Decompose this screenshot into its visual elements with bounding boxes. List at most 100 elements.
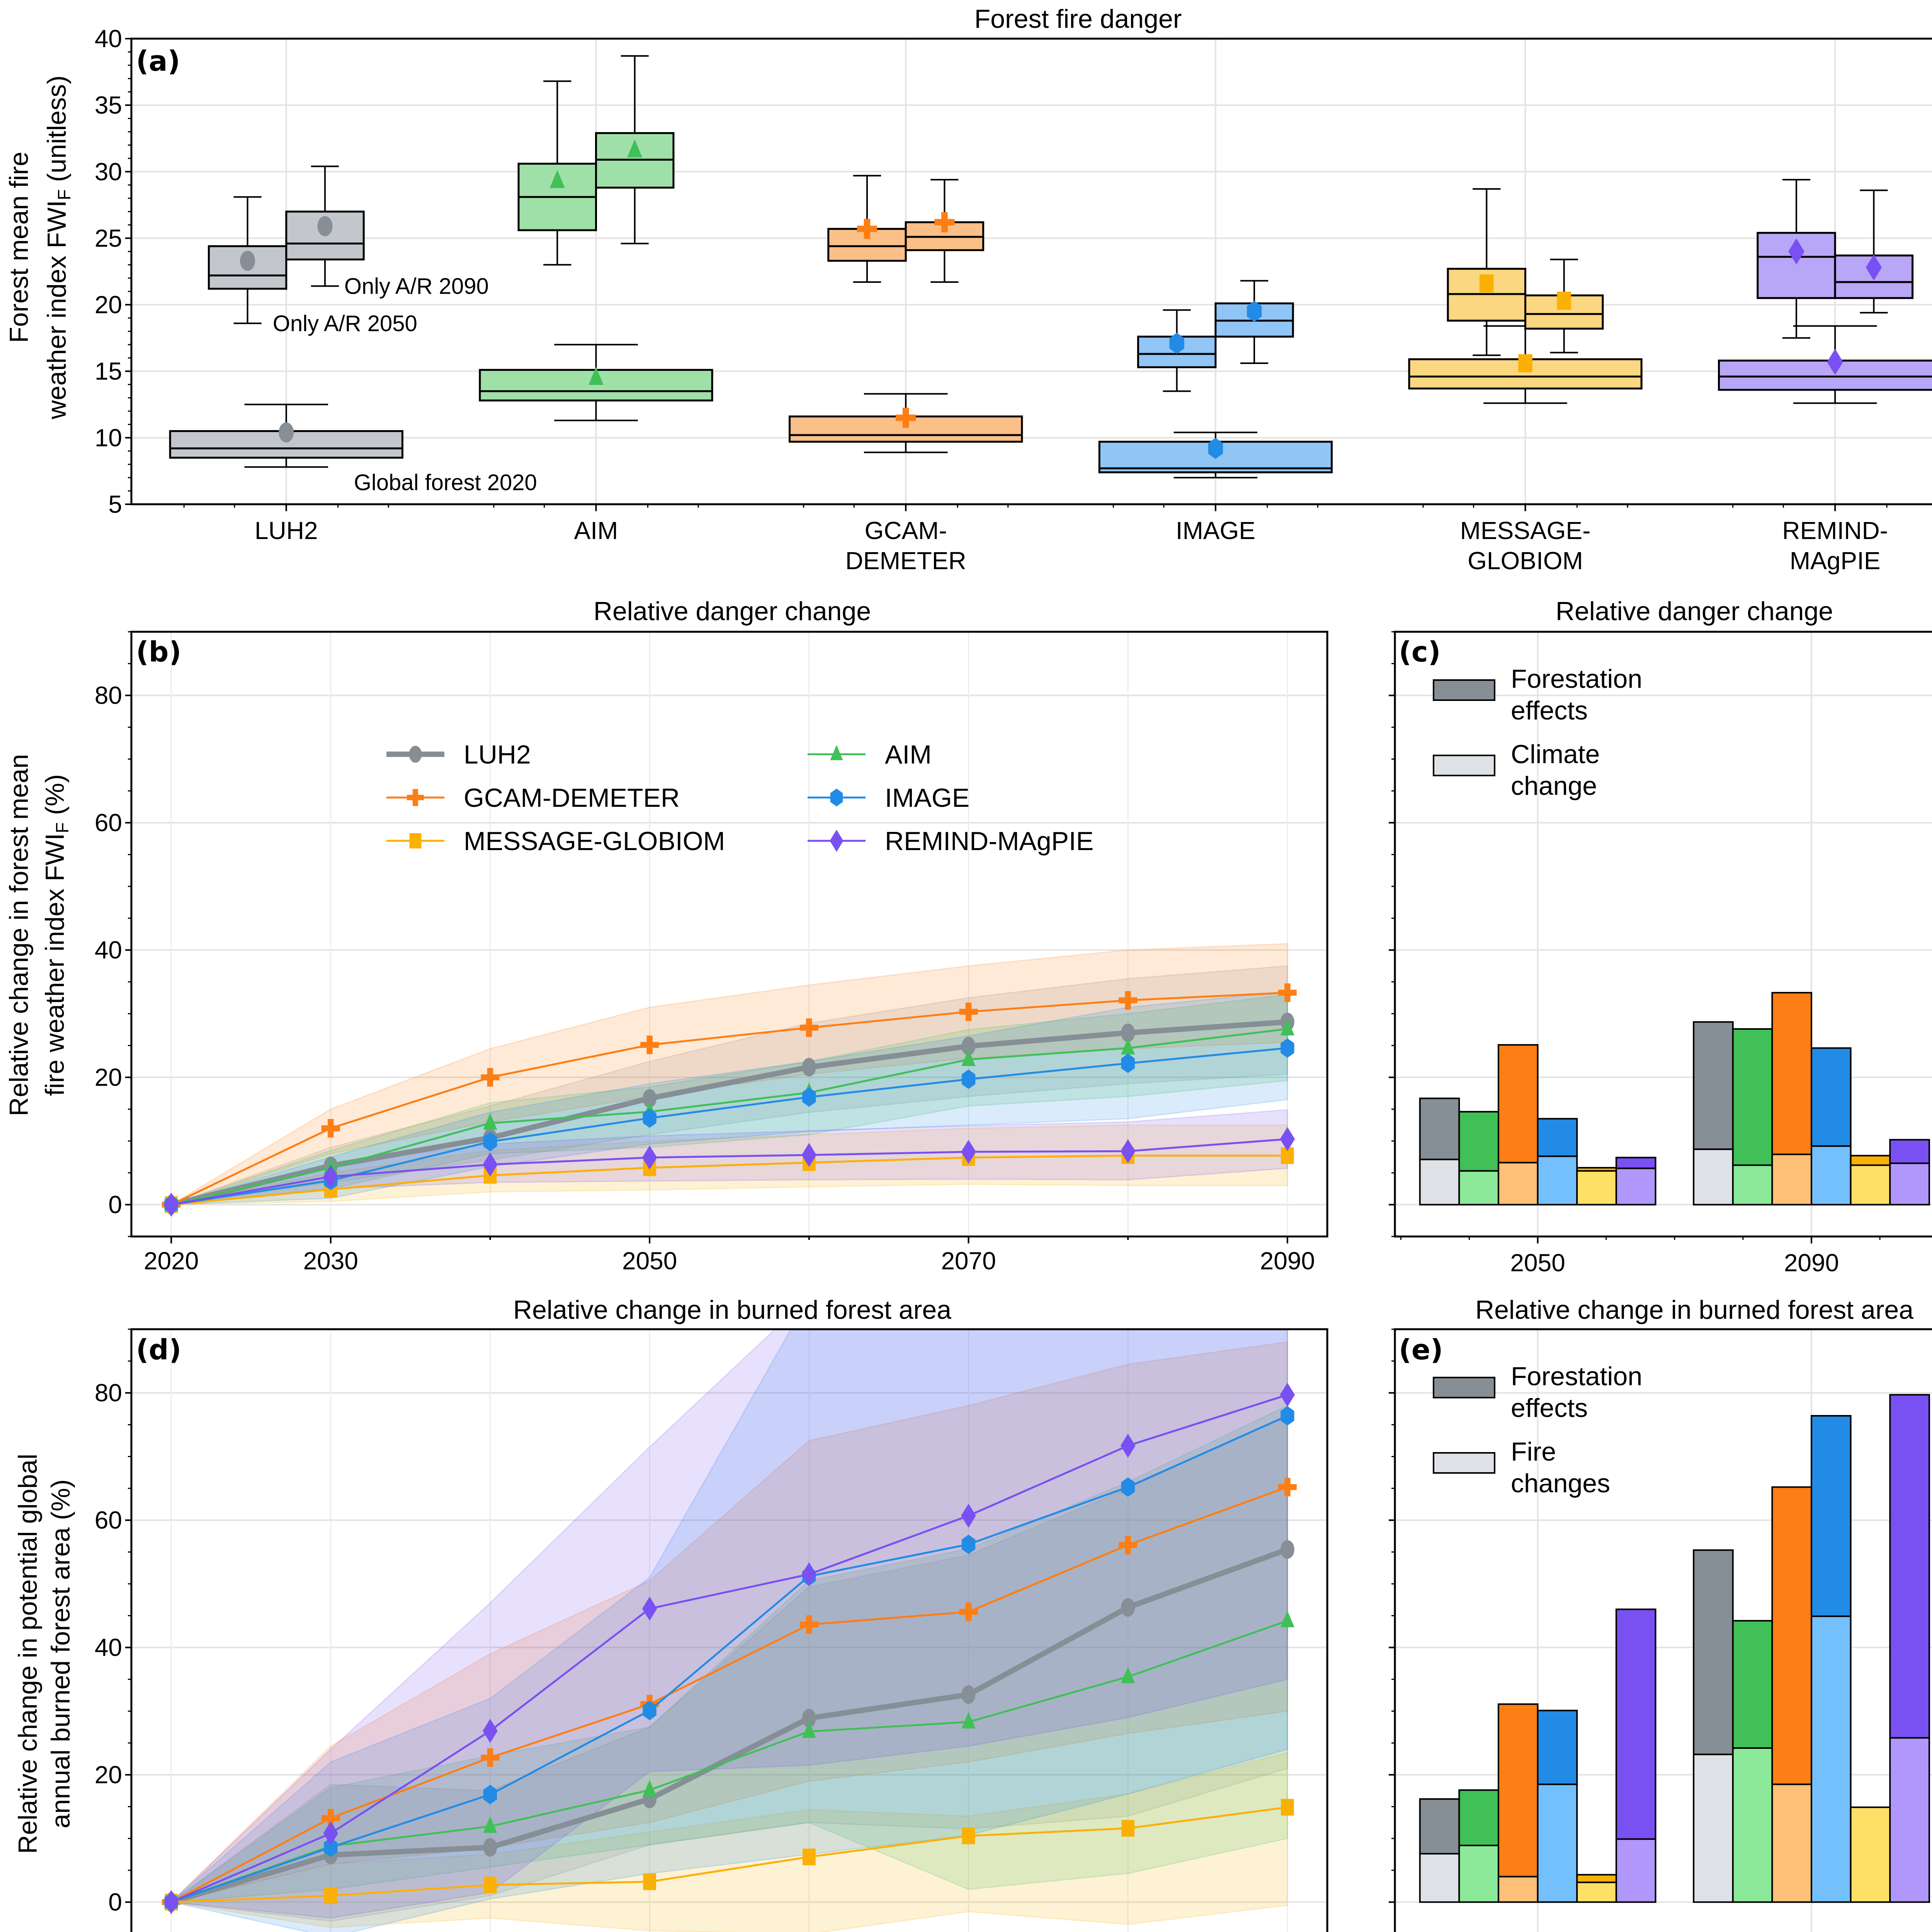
panel-a-xtick-label: MAgPIE <box>1790 547 1881 575</box>
data-point-remind-magpie <box>642 1145 657 1170</box>
bar-forestation-gcam-demeter <box>1771 1486 1812 1785</box>
box-0 <box>169 430 403 459</box>
bar-forestation-image <box>1811 1415 1852 1617</box>
panel-a-xtick-label: IMAGE <box>1176 517 1255 544</box>
data-point-remind-magpie <box>323 1821 338 1845</box>
data-point-message-globiom <box>803 1849 816 1866</box>
bar-base-aim <box>1732 1164 1773 1206</box>
ylabel-main: fire weather index FWI <box>40 833 70 1096</box>
data-point-luh2 <box>1280 1540 1294 1559</box>
data-point-aim <box>1121 1037 1135 1055</box>
ylabel-unit: (%) <box>40 774 70 823</box>
bar-base-image <box>1537 1155 1578 1206</box>
annotation-only-ar-2050: Only A/R 2050 <box>273 311 417 336</box>
panel-b-xtick-label: 2050 <box>622 1247 677 1275</box>
data-point-image <box>961 1069 976 1089</box>
data-point-remind-magpie <box>483 1152 498 1177</box>
bar-base-gcam-demeter <box>1497 1162 1539 1206</box>
panel-c-xtick-label: 2090 <box>1784 1249 1839 1277</box>
legend-label-1: changes <box>1511 1469 1610 1498</box>
data-point-aim <box>802 1721 816 1738</box>
legend-label-1: change <box>1511 771 1597 801</box>
data-point-remind-magpie <box>1280 1383 1295 1407</box>
bar-base-aim <box>1458 1845 1499 1903</box>
bar-base-aim <box>1732 1747 1773 1903</box>
legend-label-0: effects <box>1511 696 1588 725</box>
annotation-global-forest-2020: Global forest 2020 <box>354 470 537 495</box>
legend-swatch-0 <box>1433 1377 1495 1398</box>
panel-d-ytick-label: 40 <box>95 1634 122 1662</box>
legend-swatch-1 <box>1433 755 1495 776</box>
data-point-message-globiom <box>324 1887 337 1904</box>
panel-b-ylabel-line1: Relative change in forest mean <box>4 754 34 1116</box>
box-0 <box>1718 359 1932 391</box>
panel-a-label: (a) <box>136 45 180 77</box>
data-point-remind-magpie <box>163 1890 179 1914</box>
data-point-aim <box>961 1049 976 1066</box>
box-mean-marker <box>857 219 877 239</box>
ylabel-sub: F <box>52 822 72 833</box>
data-point-gcam-demeter <box>481 1748 500 1767</box>
data-point-image <box>324 1837 338 1857</box>
legend-label-0: Forestation <box>1511 1362 1642 1391</box>
bar-forestation-image <box>1811 1047 1852 1147</box>
bar-base-luh2 <box>1419 1158 1460 1206</box>
data-point-image <box>483 1132 497 1151</box>
legend-marker-aim <box>830 745 843 760</box>
data-point-image <box>1281 1038 1294 1058</box>
data-point-aim <box>483 1113 497 1130</box>
data-point-image <box>802 1087 816 1107</box>
data-point-remind-magpie <box>961 1139 976 1164</box>
bar-forestation-gcam-demeter <box>1497 1703 1539 1878</box>
data-point-remind-magpie <box>483 1719 498 1743</box>
bar-base-message-globiom <box>1576 1881 1617 1903</box>
bar-base-gcam-demeter <box>1771 1783 1812 1903</box>
legend-label-gcam-demeter: GCAM-DEMETER <box>464 783 680 813</box>
data-point-message-globiom <box>483 1876 497 1893</box>
panel-d-title: Relative change in burned forest area <box>513 1295 951 1325</box>
data-point-gcam-demeter <box>1119 991 1138 1010</box>
data-point-image <box>1121 1053 1135 1073</box>
legend-marker-image <box>830 788 843 807</box>
panel-d-ytick-label: 20 <box>95 1761 122 1789</box>
data-point-remind-magpie <box>801 1562 817 1587</box>
panel-a-xtick-label: GCAM- <box>865 517 947 544</box>
data-point-remind-magpie <box>323 1164 338 1189</box>
box-mean-marker <box>317 216 333 236</box>
data-point-remind-magpie <box>1120 1434 1136 1458</box>
ylabel-unit: (unitless) <box>42 75 71 189</box>
bar-forestation-remind-magpie <box>1889 1394 1930 1739</box>
bar-base-luh2 <box>1419 1853 1460 1903</box>
panel-a-ytick-label: 35 <box>95 91 122 119</box>
panel-c-title: Relative danger change <box>1556 597 1833 626</box>
uncertainty-band-gcam-demeter <box>169 1341 1288 1903</box>
bar-base-message-globiom <box>1576 1170 1617 1206</box>
panel-b-ytick-label: 0 <box>108 1191 122 1219</box>
series-line-aim <box>171 1620 1288 1903</box>
bar-base-luh2 <box>1693 1148 1734 1206</box>
box-mean-marker <box>1557 291 1571 310</box>
panel-e-title: Relative change in burned forest area <box>1475 1295 1913 1325</box>
bar-forestation-image <box>1537 1709 1578 1785</box>
series-line-luh2 <box>170 1547 1289 1905</box>
panel-b-xtick-label: 2070 <box>941 1247 996 1275</box>
bar-base-image <box>1537 1783 1578 1903</box>
bar-forestation-message-globiom <box>1576 1874 1617 1883</box>
bar-forestation-luh2 <box>1419 1798 1460 1855</box>
panel-a-xtick-label: LUH2 <box>255 517 318 544</box>
data-point-luh2 <box>1121 1598 1135 1617</box>
data-point-aim <box>483 1816 497 1833</box>
panel-a-ylabel-line1: Forest mean fire <box>4 151 34 343</box>
panel-d-label: (d) <box>136 1333 181 1366</box>
data-point-aim <box>1121 1667 1135 1684</box>
bar-base-image <box>1811 1615 1852 1903</box>
panel-b-xtick-label: 2090 <box>1260 1247 1315 1275</box>
bar-base-gcam-demeter <box>1771 1153 1812 1206</box>
box-mean-marker <box>934 212 955 233</box>
bar-forestation-message-globiom <box>1850 1155 1891 1166</box>
panel-a-ytick-label: 40 <box>95 25 122 53</box>
data-point-gcam-demeter <box>481 1068 500 1087</box>
legend-label-image: IMAGE <box>885 783 969 813</box>
box-mean-marker <box>1480 274 1494 293</box>
